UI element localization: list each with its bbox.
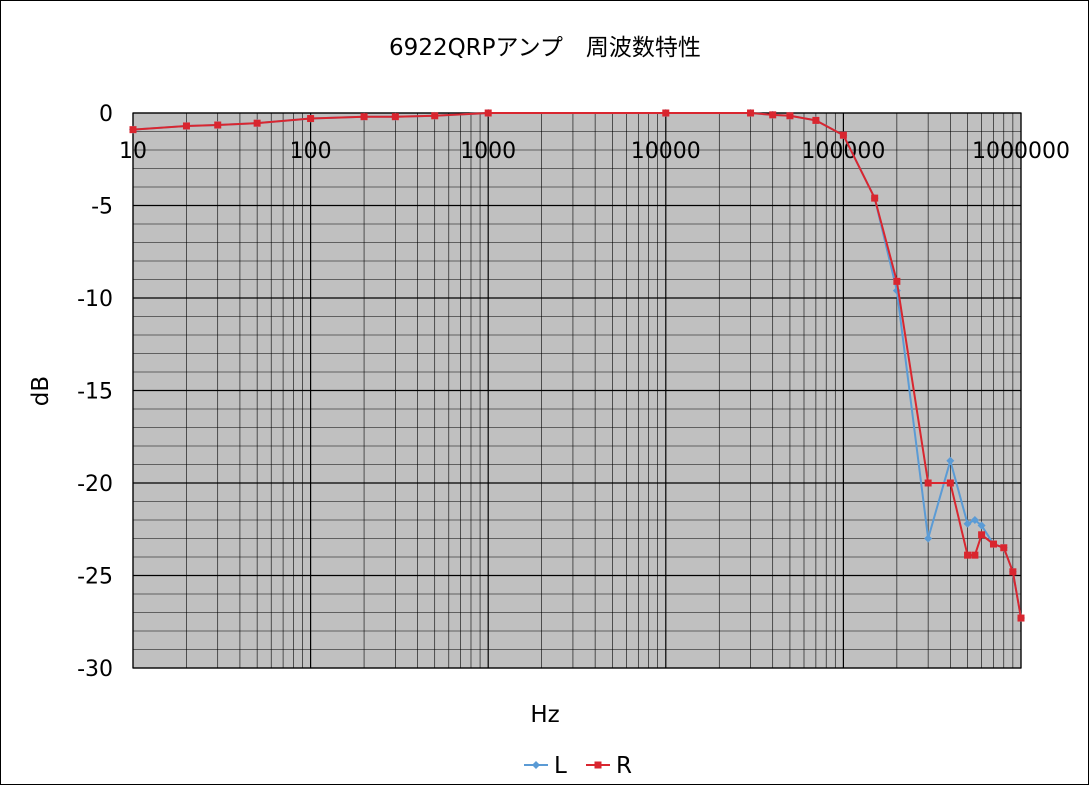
marker-point-r	[182, 122, 190, 130]
legend-label-l: L	[554, 753, 567, 779]
marker-point-r	[1009, 568, 1017, 576]
marker-point-r	[484, 109, 492, 117]
x-tick-label: 10000	[631, 139, 701, 164]
marker-point-r	[978, 531, 986, 539]
marker-point-l	[963, 519, 972, 528]
marker-point-r	[360, 113, 368, 121]
x-tick-label: 100	[290, 139, 332, 164]
series-r	[129, 109, 1025, 622]
x-tick-label: 1000	[460, 139, 516, 164]
x-tick-label: 10	[119, 139, 147, 164]
marker-point-r	[391, 113, 399, 121]
marker-point-l	[977, 521, 986, 530]
marker-point-r	[989, 540, 997, 548]
chart-title: 6922QRPアンプ 周波数特性	[389, 35, 701, 61]
marker-point-r	[431, 112, 439, 120]
marker-point-r	[747, 109, 755, 117]
y-tick-label: -30	[77, 657, 113, 682]
marker-point-r	[946, 479, 954, 487]
marker-point-r	[971, 551, 979, 559]
marker-point-l	[924, 534, 933, 543]
marker-point-r	[1017, 614, 1025, 622]
marker-legend-l	[532, 761, 540, 769]
y-tick-label: -5	[91, 195, 113, 220]
marker-point-r	[964, 551, 972, 559]
legend-label-r: R	[616, 753, 632, 779]
marker-point-r	[1000, 544, 1008, 552]
y-axis-label: dB	[28, 376, 54, 406]
marker-point-r	[786, 112, 794, 120]
marker-point-r	[662, 109, 670, 117]
marker-point-r	[924, 479, 932, 487]
marker-point-r	[769, 111, 777, 119]
y-tick-label: -25	[77, 565, 113, 590]
x-axis-label: Hz	[530, 702, 559, 728]
x-tick-label: 1000000	[972, 139, 1070, 164]
y-tick-label: -20	[77, 472, 113, 497]
marker-point-r	[871, 194, 879, 202]
y-tick-label: -15	[77, 380, 113, 405]
marker-point-r	[307, 115, 315, 123]
marker-point-r	[839, 131, 847, 139]
x-tick-label: 100000	[801, 139, 885, 164]
marker-point-l	[970, 516, 979, 524]
marker-point-l	[946, 456, 955, 465]
marker-point-r	[812, 116, 820, 124]
y-tick-label: 0	[99, 102, 113, 127]
marker-point-r	[129, 126, 137, 134]
marker-point-r	[893, 277, 901, 285]
marker-point-r	[253, 119, 261, 127]
marker-point-r	[214, 121, 222, 129]
y-tick-label: -10	[77, 287, 113, 312]
marker-legend-r	[594, 761, 602, 769]
plot-area: 0 -5 -10 -15 -20 -25 -30 10 100 1000 10000 100000 10…	[77, 102, 1070, 682]
